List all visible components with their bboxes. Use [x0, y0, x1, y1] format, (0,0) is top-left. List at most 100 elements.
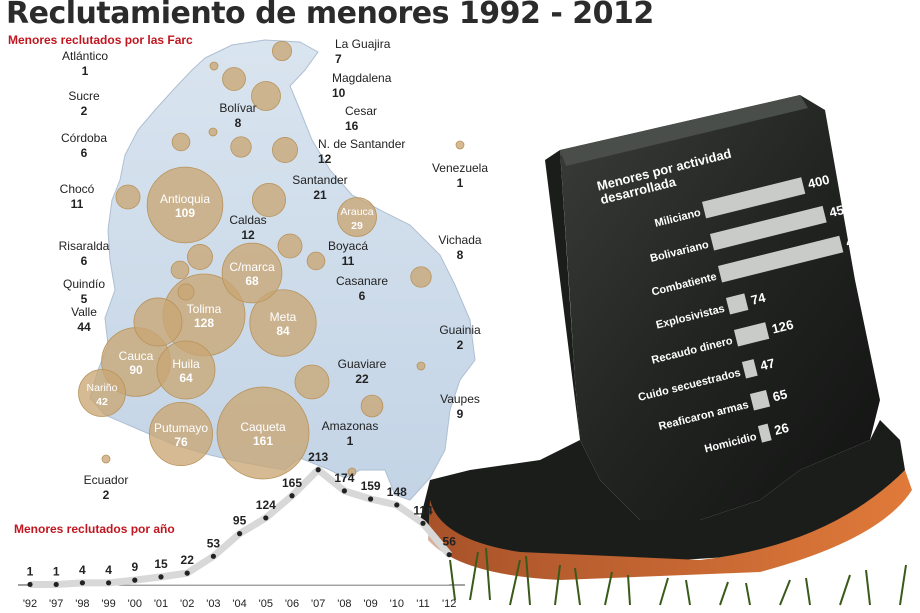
- tick-label-5: '01: [154, 598, 168, 610]
- bubble-santander: [251, 182, 287, 218]
- tick-label-8: '04: [232, 598, 246, 610]
- bar-combatiente: [717, 235, 844, 283]
- page-title: Reclutamiento de menores 1992 - 2012: [6, 0, 654, 31]
- value-label-6: 22: [181, 553, 195, 567]
- point-16: [446, 552, 452, 558]
- label-magdalena: Magdalena: [332, 71, 392, 85]
- tick-label-12: '08: [337, 598, 351, 610]
- value-label-14: 148: [387, 485, 407, 499]
- bubble-caldas: [187, 244, 213, 270]
- bubble-boyaca: [277, 233, 303, 259]
- value-guainia: 2: [457, 338, 464, 352]
- tick-label-6: '02: [180, 598, 194, 610]
- tick-label-9: '05: [259, 598, 273, 610]
- value-venezuela: 1: [457, 176, 464, 190]
- bubble-c-marca: [221, 242, 283, 304]
- bar-homicidio: [757, 423, 772, 443]
- bubble-narino: [78, 369, 126, 417]
- value-casanare: 6: [359, 289, 366, 303]
- value-caqueta: 161: [253, 434, 273, 448]
- point-13: [368, 496, 374, 502]
- value-label-1: 1: [53, 564, 60, 578]
- point-9: [263, 515, 269, 521]
- value-risaralda: 6: [81, 254, 88, 268]
- value-quindio: 5: [81, 292, 88, 306]
- label-santander: Santander: [292, 173, 347, 187]
- value-cauca: 90: [129, 363, 143, 377]
- bubble-vichada: [410, 266, 432, 288]
- bubble-bolivar: [230, 136, 252, 158]
- tick-label-11: '07: [311, 598, 325, 610]
- point-4: [132, 577, 138, 583]
- tick-label-3: '99: [101, 598, 115, 610]
- label-tolima: Tolima: [187, 302, 222, 316]
- bubble-huila: [156, 340, 216, 400]
- bubble-guaviare: [294, 364, 330, 400]
- bar-cuido-secuestrados: [741, 359, 758, 379]
- value-amazonas: 1: [347, 434, 354, 448]
- label-valle: Valle: [71, 305, 97, 319]
- point-6: [184, 570, 190, 576]
- tick-label-4: '00: [128, 598, 142, 610]
- label-sucre: Sucre: [68, 89, 100, 103]
- label-narino: Nariño: [87, 382, 118, 394]
- tick-label-0: '92: [23, 598, 37, 610]
- value-cordoba: 6: [81, 146, 88, 160]
- value-meta: 84: [276, 324, 290, 338]
- bar-value-reaficaron-armas: 65: [771, 386, 789, 404]
- label-bolivar: Bolívar: [219, 101, 256, 115]
- point-14: [394, 502, 400, 508]
- label-caqueta: Caqueta: [240, 420, 286, 434]
- value-narino: 42: [96, 396, 108, 408]
- bubble-putumayo: [148, 401, 214, 467]
- point-0: [27, 581, 33, 588]
- line-subtitle: Menores reclutados por año: [14, 522, 175, 536]
- label-cordoba: Córdoba: [61, 131, 107, 145]
- value-ecuador: 2: [103, 488, 110, 502]
- bubble-arauca: [337, 197, 377, 237]
- label-guaviare: Guaviare: [338, 357, 387, 371]
- bar-value-miliciano: 400: [806, 172, 831, 192]
- label-atlantico: Atlántico: [62, 49, 108, 63]
- bar-value-combatiente: 489: [844, 230, 869, 250]
- value-label-5: 15: [154, 557, 168, 571]
- value-label-15: 114: [413, 503, 433, 517]
- bubble-valle: [133, 297, 183, 347]
- bubble-meta: [249, 289, 317, 357]
- bar-value-bolivariano: 454: [828, 200, 853, 220]
- point-3: [106, 580, 112, 586]
- bubble-sucre: [208, 127, 218, 137]
- tick-label-1: '97: [49, 598, 63, 610]
- bubble-n-de-santander: [272, 137, 298, 163]
- tick-label-15: '11: [416, 598, 430, 610]
- value-sucre: 2: [81, 104, 88, 118]
- value-label-4: 9: [131, 560, 138, 574]
- value-boyaca: 11: [342, 254, 355, 268]
- value-label-0: 1: [27, 564, 34, 578]
- value-arauca: 29: [351, 220, 363, 232]
- value-label-3: 4: [105, 563, 112, 577]
- value-label-12: 174: [334, 471, 354, 485]
- value-bolivar: 8: [235, 116, 242, 130]
- label-cesar: Cesar: [345, 104, 377, 118]
- point-8: [237, 531, 243, 537]
- label-la-guajira: La Guajira: [335, 37, 391, 51]
- label-casanare: Casanare: [336, 274, 388, 288]
- value-tolima: 128: [194, 316, 214, 330]
- tick-label-10: '06: [285, 598, 299, 610]
- value-label-10: 165: [282, 476, 302, 490]
- tick-label-2: '98: [75, 598, 89, 610]
- value-caldas: 12: [241, 228, 255, 242]
- value-label-2: 4: [79, 563, 86, 577]
- value-la-guajira: 7: [335, 52, 342, 66]
- value-vichada: 8: [457, 248, 464, 262]
- point-12: [341, 488, 347, 494]
- bubble-atlantico: [209, 61, 219, 71]
- value-santander: 21: [313, 188, 327, 202]
- label-huila: Huila: [172, 357, 200, 371]
- bubble-la-guajira: [272, 41, 292, 61]
- value-c-marca: 68: [245, 274, 259, 288]
- label-venezuela: Venezuela: [432, 161, 488, 175]
- bar-miliciano: [701, 177, 806, 219]
